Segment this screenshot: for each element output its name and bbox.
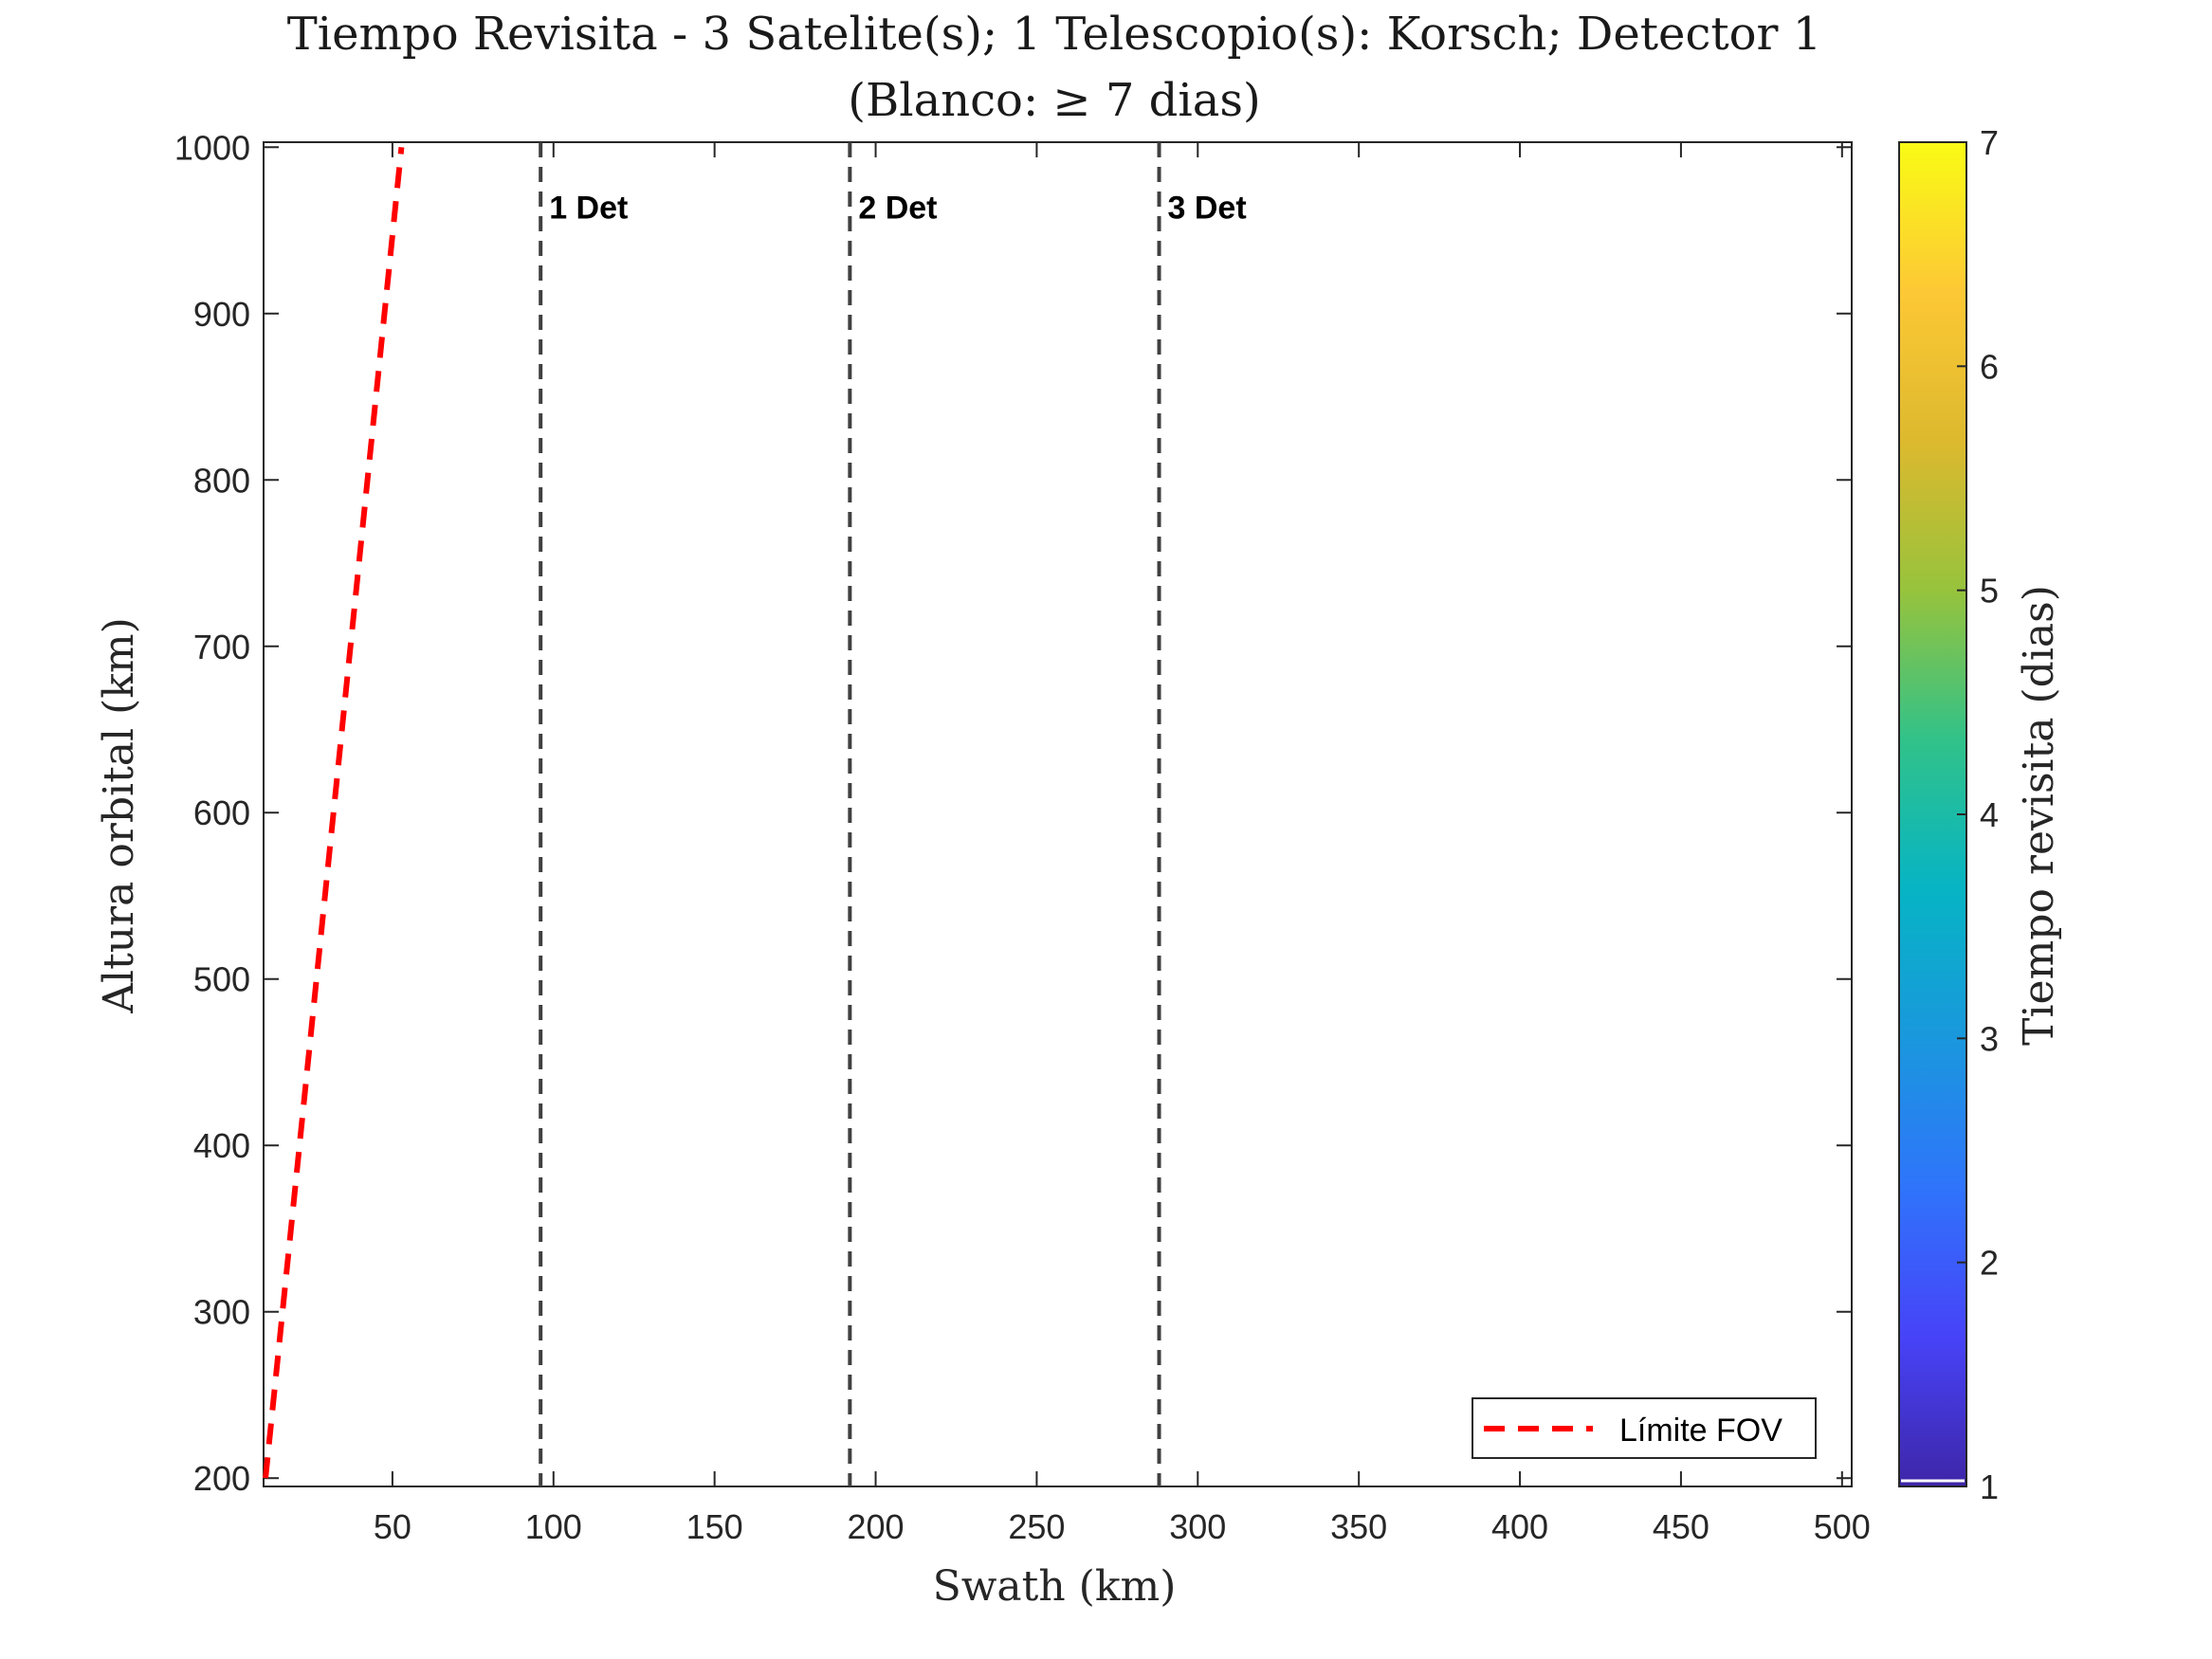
colorbar: 1 2 3 4 5 6 7 Tiempo revisita (dias) (1898, 123, 2063, 1506)
x-axis-label: Swath (km) (933, 1562, 1177, 1611)
colorbar-tick-label: 5 (1980, 572, 1999, 611)
y-tick-label: 1000 (174, 128, 250, 167)
y-tick-label: 400 (193, 1126, 250, 1165)
y-tick-label: 600 (193, 793, 250, 832)
legend-entry-limite-fov: Límite FOV (1619, 1413, 1782, 1449)
detector-label-2: 2 Det (858, 190, 937, 226)
colorbar-tick-label: 2 (1980, 1244, 1999, 1283)
colorbar-ticks: 1 2 3 4 5 6 7 (1901, 123, 1999, 1506)
plot-area: 50 100 150 200 250 300 350 400 450 500 2003004005… (174, 128, 1871, 1546)
detector-lines: 1 Det 2 Det 3 Det (539, 142, 1247, 1486)
chart-title: Tiempo Revisita - 3 Satelite(s); 1 Teles… (287, 8, 1822, 61)
x-tick-label: 100 (525, 1507, 582, 1546)
colorbar-label: Tiempo revisita (dias) (2015, 585, 2063, 1046)
x-tick-label: 400 (1491, 1507, 1548, 1546)
y-tick-label: 200 (193, 1459, 250, 1498)
x-tick-label: 350 (1330, 1507, 1387, 1546)
axes-box (263, 141, 1853, 1487)
x-tick-label: 250 (1008, 1507, 1065, 1546)
colorbar-tick-label: 4 (1980, 795, 1999, 834)
y-tick-label: 300 (193, 1293, 250, 1332)
colorbar-tick-label: 3 (1980, 1019, 1999, 1058)
detector-label-1: 1 Det (549, 190, 628, 226)
x-tick-label: 150 (686, 1507, 743, 1546)
detector-label-3: 3 Det (1168, 190, 1247, 226)
colorbar-gradient (1898, 141, 1967, 1487)
x-tick-label: 50 (374, 1507, 411, 1546)
y-tick-label: 500 (193, 960, 250, 999)
colorbar-tick-label: 1 (1980, 1468, 1999, 1506)
x-tick-label: 200 (847, 1507, 904, 1546)
x-tick-label: 450 (1653, 1507, 1709, 1546)
x-axis-ticks: 50 100 150 200 250 300 350 400 450 500 (374, 142, 1871, 1546)
colorbar-tick-label: 7 (1980, 123, 1999, 162)
colorbar-tick-label: 6 (1980, 347, 1999, 386)
y-tick-label: 700 (193, 628, 250, 666)
y-tick-label: 900 (193, 295, 250, 334)
x-tick-label: 300 (1169, 1507, 1226, 1546)
chart-subtitle: (Blanco: ≥ 7 dias) (848, 74, 1260, 127)
y-tick-label: 800 (193, 461, 250, 500)
legend: Límite FOV (1472, 1397, 1817, 1459)
series-limite-fov (263, 146, 405, 1479)
y-axis-ticks: 200 300 400 500 600 700 800 900 1000 (174, 128, 1852, 1498)
x-tick-label: 500 (1814, 1507, 1871, 1546)
y-axis-label: Altura orbital (km) (95, 617, 143, 1014)
data-series (263, 146, 405, 1479)
